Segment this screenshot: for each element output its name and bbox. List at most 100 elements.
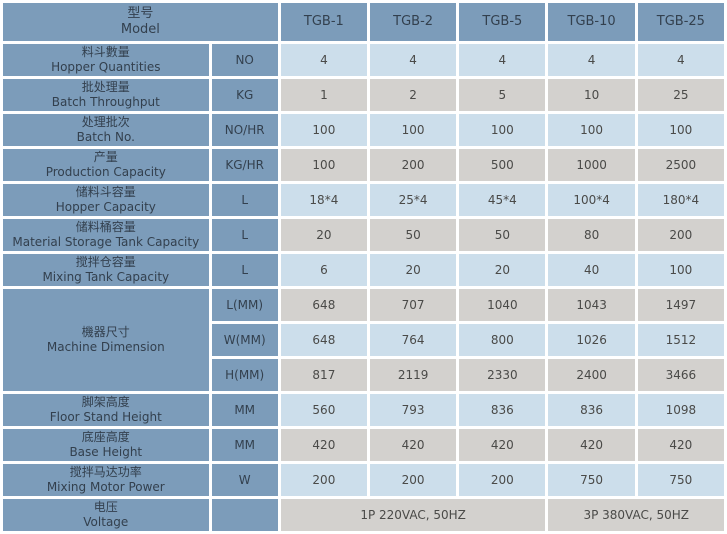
unit-cell: L [211, 254, 278, 286]
row-label-en: Material Storage Tank Capacity [12, 235, 200, 249]
value-cell: 817 [280, 359, 367, 391]
row-label: 储料桶容量 Material Storage Tank Capacity [3, 219, 209, 251]
value-cell: 420 [280, 429, 367, 461]
value-cell: 4 [280, 44, 367, 76]
spec-row-base-height: 底座高度 Base Height MM 420 420 420 420 420 [3, 429, 724, 461]
row-label-en: Hopper Capacity [55, 200, 156, 214]
row-label-zh: 储料桶容量 [75, 220, 136, 234]
table-header-row: 型号 Model TGB-1 TGB-2 TGB-5 TGB-10 TGB-25 [3, 3, 724, 41]
value-cell: 420 [459, 429, 546, 461]
model-label-zh: 型号 [127, 6, 154, 21]
row-label: 搅拌仓容量 Mixing Tank Capacity [3, 254, 209, 286]
value-cell: 836 [459, 394, 546, 426]
row-label-en: Voltage [83, 515, 129, 529]
row-label-zh: 底座高度 [81, 430, 130, 444]
value-cell: 750 [637, 464, 724, 496]
spec-row-hopper-capacity: 储料斗容量 Hopper Capacity L 18*4 25*4 45*4 1… [3, 184, 724, 216]
value-cell: 20 [459, 254, 546, 286]
value-cell: 2 [370, 79, 457, 111]
value-cell: 100 [637, 114, 724, 146]
value-cell: 648 [280, 324, 367, 356]
unit-cell: L(MM) [211, 289, 278, 321]
value-cell: 1098 [637, 394, 724, 426]
value-cell: 1 [280, 79, 367, 111]
value-cell: 648 [280, 289, 367, 321]
value-cell: 1043 [548, 289, 635, 321]
value-cell: 10 [548, 79, 635, 111]
spec-row-batch-throughput: 批处理量 Batch Throughput KG 1 2 5 10 25 [3, 79, 724, 111]
row-label: 处理批次 Batch No. [3, 114, 209, 146]
spec-row-material-storage-tank-capacity: 储料桶容量 Material Storage Tank Capacity L 2… [3, 219, 724, 251]
unit-cell: L [211, 219, 278, 251]
spec-row-machine-dimension-w: W(MM) 648 764 800 1026 1512 [3, 324, 724, 356]
value-cell: 420 [370, 429, 457, 461]
value-cell: 200 [370, 149, 457, 181]
spec-row-machine-dimension-h: H(MM) 817 2119 2330 2400 3466 [3, 359, 724, 391]
value-cell: 20 [280, 219, 367, 251]
unit-cell: NO [211, 44, 278, 76]
spec-row-production-capacity: 产量 Production Capacity KG/HR 100 200 500… [3, 149, 724, 181]
voltage-value-right: 3P 380VAC, 50HZ [548, 499, 724, 531]
row-label-en: Hopper Quantities [51, 60, 161, 74]
value-cell: 2330 [459, 359, 546, 391]
row-label-zh: 处理批次 [81, 115, 130, 129]
value-cell: 707 [370, 289, 457, 321]
unit-cell: MM [211, 429, 278, 461]
row-label-machine-dimension: 機器尺寸 Machine Dimension [3, 289, 209, 391]
row-label-en: Batch Throughput [51, 95, 160, 109]
row-label-zh: 产量 [93, 150, 118, 164]
value-cell: 6 [280, 254, 367, 286]
row-label: 搅拌马达功率 Mixing Motor Power [3, 464, 209, 496]
model-column-header-tgb-10: TGB-10 [548, 3, 635, 41]
row-label: 产量 Production Capacity [3, 149, 209, 181]
value-cell: 200 [280, 464, 367, 496]
value-cell: 50 [370, 219, 457, 251]
value-cell: 200 [637, 219, 724, 251]
value-cell: 200 [370, 464, 457, 496]
row-label-en: Mixing Motor Power [46, 480, 165, 494]
value-cell: 4 [459, 44, 546, 76]
value-cell: 750 [548, 464, 635, 496]
value-cell: 50 [459, 219, 546, 251]
model-label-en: Model [120, 22, 160, 37]
value-cell: 45*4 [459, 184, 546, 216]
value-cell: 4 [637, 44, 724, 76]
value-cell: 2500 [637, 149, 724, 181]
value-cell: 420 [637, 429, 724, 461]
value-cell: 80 [548, 219, 635, 251]
spec-row-machine-dimension-l: 機器尺寸 Machine Dimension L(MM) 648 707 104… [3, 289, 724, 391]
row-label-en: Floor Stand Height [49, 410, 162, 424]
spec-row-floor-stand-height: 脚架高度 Floor Stand Height MM 560 793 836 8… [3, 394, 724, 426]
value-cell: 5 [459, 79, 546, 111]
value-cell: 100 [459, 114, 546, 146]
row-label: 脚架高度 Floor Stand Height [3, 394, 209, 426]
spec-row-voltage: 电压 Voltage 1P 220VAC, 50HZ 3P 380VAC, 50… [3, 499, 724, 531]
row-label-en: Batch No. [76, 130, 135, 144]
unit-cell: W [211, 464, 278, 496]
spec-row-mixing-motor-power: 搅拌马达功率 Mixing Motor Power W 200 200 200 … [3, 464, 724, 496]
row-label: 料斗數量 Hopper Quantities [3, 44, 209, 76]
value-cell: 20 [370, 254, 457, 286]
row-label-zh: 电压 [93, 500, 118, 514]
value-cell: 3466 [637, 359, 724, 391]
row-label-zh: 搅拌仓容量 [75, 255, 136, 269]
row-label: 批处理量 Batch Throughput [3, 79, 209, 111]
row-label: 储料斗容量 Hopper Capacity [3, 184, 209, 216]
value-cell: 4 [370, 44, 457, 76]
unit-cell-empty [211, 499, 278, 531]
unit-cell: L [211, 184, 278, 216]
value-cell: 1512 [637, 324, 724, 356]
value-cell: 25 [637, 79, 724, 111]
value-cell: 180*4 [637, 184, 724, 216]
model-column-header-tgb-25: TGB-25 [637, 3, 724, 41]
value-cell: 500 [459, 149, 546, 181]
value-cell: 1026 [548, 324, 635, 356]
row-label-zh: 機器尺寸 [81, 325, 130, 339]
value-cell: 100 [280, 149, 367, 181]
voltage-value-left: 1P 220VAC, 50HZ [280, 499, 546, 531]
unit-cell: NO/HR [211, 114, 278, 146]
unit-cell: MM [211, 394, 278, 426]
value-cell: 100 [637, 254, 724, 286]
value-cell: 18*4 [280, 184, 367, 216]
model-column-header-tgb-1: TGB-1 [280, 3, 367, 41]
